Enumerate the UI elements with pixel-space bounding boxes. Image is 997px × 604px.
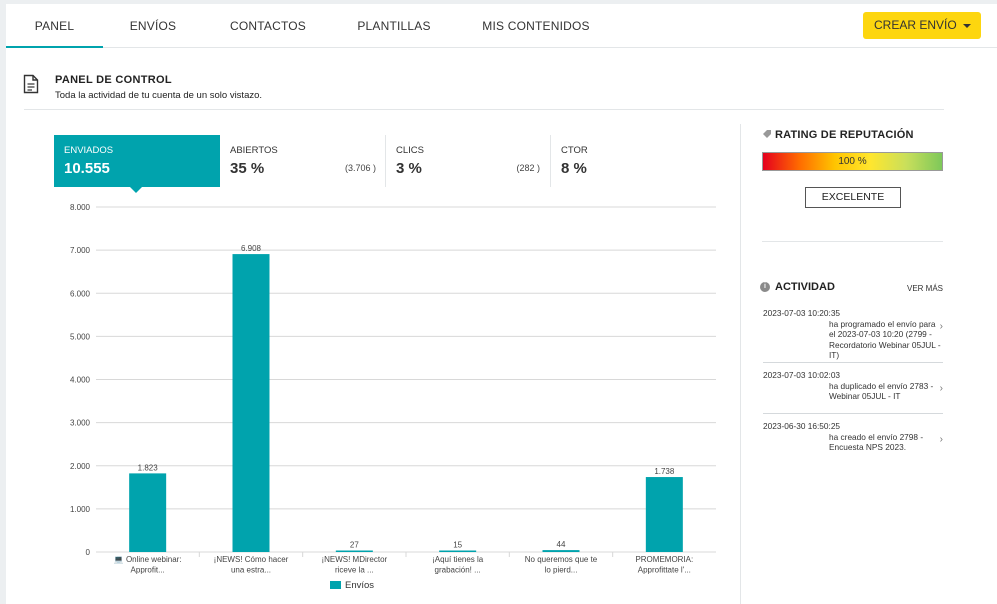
tab-contactos[interactable]: CONTACTOS bbox=[229, 19, 307, 33]
chevron-right-icon[interactable]: › bbox=[939, 434, 943, 445]
create-send-label: CREAR ENVÍO bbox=[874, 18, 957, 32]
tab-mis-contenidos[interactable]: MIS CONTENIDOS bbox=[482, 19, 590, 33]
y-tick-label: 4.000 bbox=[70, 376, 91, 385]
x-tick-label: PROMEMORIA: bbox=[635, 555, 693, 564]
bar[interactable] bbox=[439, 550, 477, 553]
y-tick-label: 6.000 bbox=[70, 289, 91, 298]
create-send-button[interactable]: CREAR ENVÍO bbox=[863, 12, 981, 39]
page-title: PANEL DE CONTROL bbox=[55, 74, 172, 86]
document-icon bbox=[23, 74, 39, 94]
divider bbox=[762, 241, 943, 242]
chevron-down-icon[interactable] bbox=[963, 24, 971, 28]
chart-canvas: 0 1.000 2.000 3.000 4.000 5.000 6.000 7.000 8.00… bbox=[70, 203, 716, 575]
x-tick-label: 💻 Online webinar: bbox=[114, 555, 182, 564]
bar[interactable] bbox=[645, 477, 683, 552]
active-indicator bbox=[130, 187, 142, 193]
y-tick-label: 0 bbox=[86, 548, 91, 557]
activity-title: ACTIVIDAD bbox=[775, 281, 835, 293]
tab-plantillas[interactable]: PLANTILLAS bbox=[357, 19, 431, 33]
chevron-right-icon[interactable]: › bbox=[939, 383, 943, 394]
divider bbox=[24, 109, 944, 110]
tab-panel[interactable]: PANEL bbox=[6, 4, 103, 48]
x-tick-label: ¡Aquí tienes la bbox=[432, 555, 484, 564]
x-tick-label: riceve la ... bbox=[335, 566, 374, 575]
see-more-link[interactable]: VER MÁS bbox=[907, 284, 944, 293]
activity-item[interactable]: 2023-07-03 10:20:35 ha programado el env… bbox=[763, 308, 943, 361]
data-label: 27 bbox=[350, 541, 359, 550]
y-tick-label: 7.000 bbox=[70, 246, 91, 255]
tab-envios[interactable]: ENVÍOS bbox=[129, 19, 177, 33]
data-label: 6.908 bbox=[241, 244, 262, 253]
legend-swatch bbox=[330, 581, 341, 589]
data-label: 44 bbox=[557, 540, 566, 549]
kpi-value: 8 % bbox=[561, 160, 587, 177]
data-label: 1.823 bbox=[138, 463, 159, 472]
x-tick-label: ¡NEWS! Cómo hacer bbox=[214, 555, 289, 564]
reputation-value: 100 % bbox=[838, 156, 867, 167]
x-tick-label: lo pierd... bbox=[545, 566, 578, 575]
kpi-label: ENVIADOS bbox=[64, 145, 114, 156]
app-frame: PANEL ENVÍOS CONTACTOS PLANTILLAS MIS CO… bbox=[6, 4, 997, 604]
info-icon: i bbox=[760, 282, 770, 292]
activity-item[interactable]: 2023-07-03 10:02:03 ha duplicado el enví… bbox=[763, 370, 943, 402]
top-navigation: PANEL ENVÍOS CONTACTOS PLANTILLAS MIS CO… bbox=[6, 4, 997, 48]
x-tick-label: ¡NEWS! MDirector bbox=[321, 555, 387, 564]
activity-item[interactable]: 2023-06-30 16:50:25 ha creado el envío 2… bbox=[763, 421, 943, 453]
y-tick-label: 3.000 bbox=[70, 419, 91, 428]
tag-icon bbox=[763, 130, 771, 138]
x-tick-label: una estra... bbox=[231, 566, 271, 575]
y-tick-label: 1.000 bbox=[70, 505, 91, 514]
data-label: 15 bbox=[453, 541, 462, 550]
divider bbox=[763, 362, 943, 363]
activity-timestamp: 2023-07-03 10:20:35 bbox=[763, 308, 841, 318]
kpi-count: (3.706 ) bbox=[344, 163, 376, 173]
y-tick-label: 5.000 bbox=[70, 332, 91, 341]
page-subtitle: Toda la actividad de tu cuenta de un sol… bbox=[55, 90, 263, 101]
x-tick-label: No queremos que te bbox=[525, 555, 598, 564]
kpi-label: CTOR bbox=[561, 145, 588, 156]
divider bbox=[763, 413, 943, 414]
activity-text: ha programado el envío para el 2023-07-0… bbox=[829, 318, 941, 361]
activity-text: ha duplicado el envío 2783 - Webinar 05J… bbox=[829, 380, 934, 402]
kpi-value: 10.555 bbox=[64, 160, 110, 177]
bar[interactable] bbox=[542, 550, 580, 552]
activity-text: ha creado el envío 2798 - Encuesta NPS 2… bbox=[829, 431, 924, 453]
kpi-label: ABIERTOS bbox=[230, 145, 278, 156]
activity-timestamp: 2023-07-03 10:02:03 bbox=[763, 370, 841, 380]
data-label: 1.738 bbox=[654, 467, 675, 476]
sends-bar-chart: 0 1.000 2.000 3.000 4.000 5.000 6.000 7.000 8.00… bbox=[46, 194, 726, 594]
kpi-value: 3 % bbox=[396, 160, 422, 177]
kpi-abiertos[interactable]: ABIERTOS 35 % (3.706 ) bbox=[220, 135, 386, 187]
kpi-enviados[interactable]: ENVIADOS 10.555 bbox=[54, 135, 220, 193]
kpi-ctor[interactable]: CTOR 8 % bbox=[550, 135, 715, 187]
chevron-right-icon[interactable]: › bbox=[939, 321, 943, 332]
legend-label: Envíos bbox=[345, 580, 375, 591]
reputation-rating-badge: EXCELENTE bbox=[805, 187, 901, 208]
bar[interactable] bbox=[232, 254, 270, 552]
x-tick-label: Approfittate l'... bbox=[638, 566, 691, 575]
y-tick-label: 2.000 bbox=[70, 462, 91, 471]
bar[interactable] bbox=[129, 473, 167, 552]
column-divider bbox=[740, 124, 741, 604]
x-tick-label: grabación! ... bbox=[435, 566, 481, 575]
reputation-title: RATING DE REPUTACIÓN bbox=[775, 129, 914, 141]
y-tick-label: 8.000 bbox=[70, 203, 91, 212]
kpi-count: (282 ) bbox=[516, 163, 540, 173]
kpi-clics[interactable]: CLICS 3 % (282 ) bbox=[385, 135, 550, 187]
kpi-label: CLICS bbox=[396, 145, 424, 156]
x-tick-label: Approfit... bbox=[131, 566, 165, 575]
chart-legend[interactable]: Envíos bbox=[330, 580, 374, 591]
reputation-gauge: 100 % bbox=[762, 152, 943, 171]
activity-timestamp: 2023-06-30 16:50:25 bbox=[763, 421, 841, 431]
bar[interactable] bbox=[335, 550, 373, 553]
kpi-value: 35 % bbox=[230, 160, 265, 177]
